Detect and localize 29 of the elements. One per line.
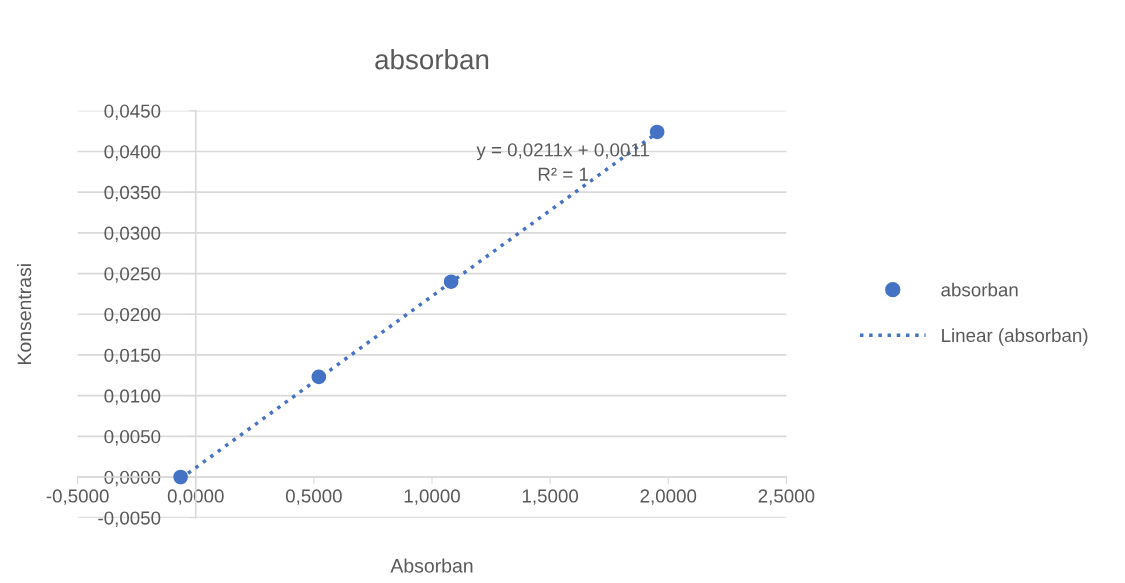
annotation: R² = 1: [538, 167, 588, 181]
y-tick-label: 0,0300: [104, 226, 161, 243]
y-tick-label: 0,0400: [104, 145, 161, 161]
x-tick-label: 2,0000: [640, 489, 697, 505]
y-tick-label: 0,0100: [104, 389, 161, 405]
annotation: y = 0,0211x + 0,0011: [476, 143, 649, 161]
x-tick-label: -0,5000: [46, 489, 109, 505]
x-tick-label: 0,5000: [285, 489, 342, 505]
point: [311, 369, 327, 385]
y-tick-label: 0,0450: [104, 104, 161, 120]
x-tick-label: 1,5000: [522, 489, 579, 505]
y-tick-label: -0,0050: [98, 511, 161, 527]
y-tick-label: 0,0200: [104, 307, 161, 324]
x-tick-label: 1,0000: [404, 489, 460, 505]
point: [443, 274, 459, 289]
chart-title: absorban: [375, 48, 489, 70]
y-tick-label: 0,0050: [104, 430, 161, 446]
y-tick-label: 0,0250: [104, 267, 161, 283]
y-tick-label: 0,0150: [104, 348, 161, 365]
x-axis-title: Absorban: [390, 558, 473, 573]
point: [649, 124, 665, 140]
x-tick-label: 2,5000: [758, 489, 815, 505]
y-axis-title: Konsentrasi: [16, 264, 32, 364]
x-tick-label: 0,0000: [167, 489, 224, 505]
y-tick-label: 0,0000: [104, 470, 161, 487]
legend-label: absorban: [941, 282, 1018, 297]
y-tick-label: 0,0350: [104, 185, 161, 202]
point: [173, 469, 188, 485]
legend-label: Linear (absorban): [942, 328, 1088, 346]
